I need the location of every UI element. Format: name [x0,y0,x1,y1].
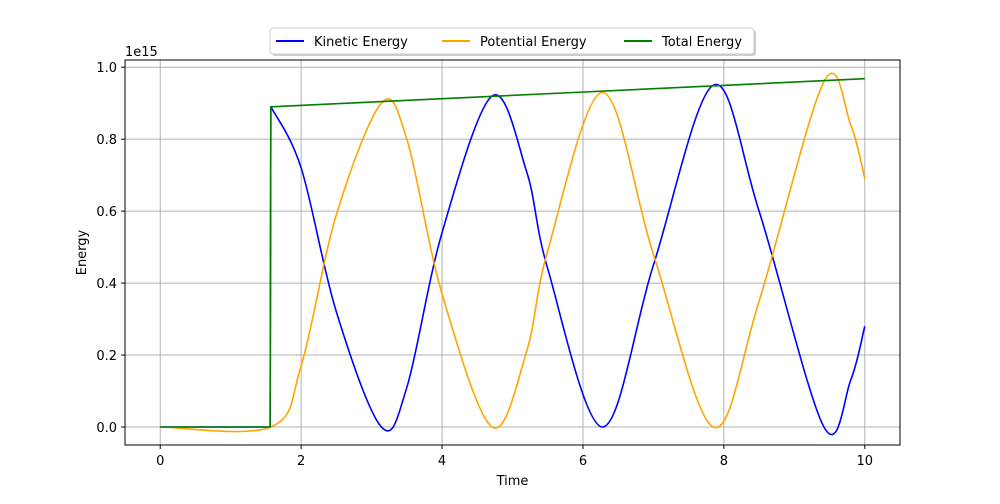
legend-potential-label: Potential Energy [480,35,587,50]
y-tick-label: 0.6 [96,205,117,220]
x-tick-label: 0 [156,454,164,469]
y-tick-label: 0.2 [96,349,117,364]
legend-box [269,27,755,55]
y-tick-label: 0.4 [96,277,117,292]
x-tick-label: 2 [297,454,305,469]
x-axis-ticks: 0 2 4 6 8 10 [156,445,873,469]
x-tick-label: 8 [720,454,728,469]
grid-lines [125,60,900,445]
x-axis-label: Time [496,474,529,489]
legend-kinetic-label: Kinetic Energy [314,35,408,50]
y-axis-ticks: 0.0 0.2 0.4 0.6 0.8 1.0 [96,61,125,436]
plot-frame [124,59,901,446]
x-tick-label: 6 [579,454,587,469]
legend-total-label: Total Energy [661,35,742,50]
y-tick-label: 1.0 [96,61,117,76]
total-energy-line [160,77,865,428]
x-tick-label: 4 [438,454,446,469]
y-axis-offset-text: 1e15 [125,45,158,60]
y-axis-label: Energy [75,229,90,275]
y-tick-label: 0.0 [96,421,117,436]
legend: Kinetic Energy Potential Energy Total Ener… [269,27,756,56]
kinetic-energy-line [160,83,866,436]
potential-energy-line [160,72,866,433]
series-lines [160,72,866,436]
y-tick-label: 0.8 [96,133,117,148]
x-tick-label: 10 [856,454,873,469]
